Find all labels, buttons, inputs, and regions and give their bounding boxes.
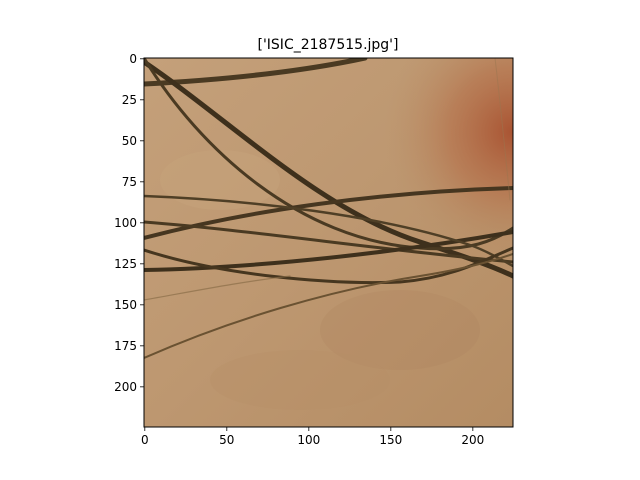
y-tick-label: 25: [122, 93, 137, 107]
hair-strand: [144, 220, 513, 264]
hair-strand: [144, 275, 291, 301]
skin-texture: [210, 350, 390, 410]
axes-frame: [143, 57, 514, 428]
x-tick-label: 50: [219, 433, 234, 447]
y-tick-label: 150: [114, 298, 137, 312]
hair-strand: [144, 253, 513, 359]
x-tick-label: 150: [379, 433, 402, 447]
y-tick-label: 75: [122, 175, 137, 189]
figure-title: ['ISIC_2187515.jpg']: [257, 37, 398, 53]
hair-strand: [144, 58, 513, 251]
y-tick-label: 50: [122, 134, 137, 148]
skin-texture: [320, 290, 480, 370]
y-tick-label: 0: [129, 52, 137, 66]
y-tick-label: 200: [114, 380, 137, 394]
y-tick-label: 125: [114, 257, 137, 271]
y-tick-label: 175: [114, 339, 137, 353]
x-axis: 0 50 100 150 200: [141, 427, 484, 447]
skin-texture: [160, 150, 280, 210]
x-tick-label: 200: [461, 433, 484, 447]
y-tick-label: 100: [114, 216, 137, 230]
hair-strands: [144, 58, 513, 359]
hair-strand: [494, 58, 511, 201]
x-tick-label: 0: [141, 433, 149, 447]
x-tick-label: 100: [297, 433, 320, 447]
hair-strand: [144, 230, 513, 272]
dermoscopy-image: [144, 58, 513, 427]
y-axis: 0 25 50 75 100 125 150 175 200: [114, 52, 144, 394]
